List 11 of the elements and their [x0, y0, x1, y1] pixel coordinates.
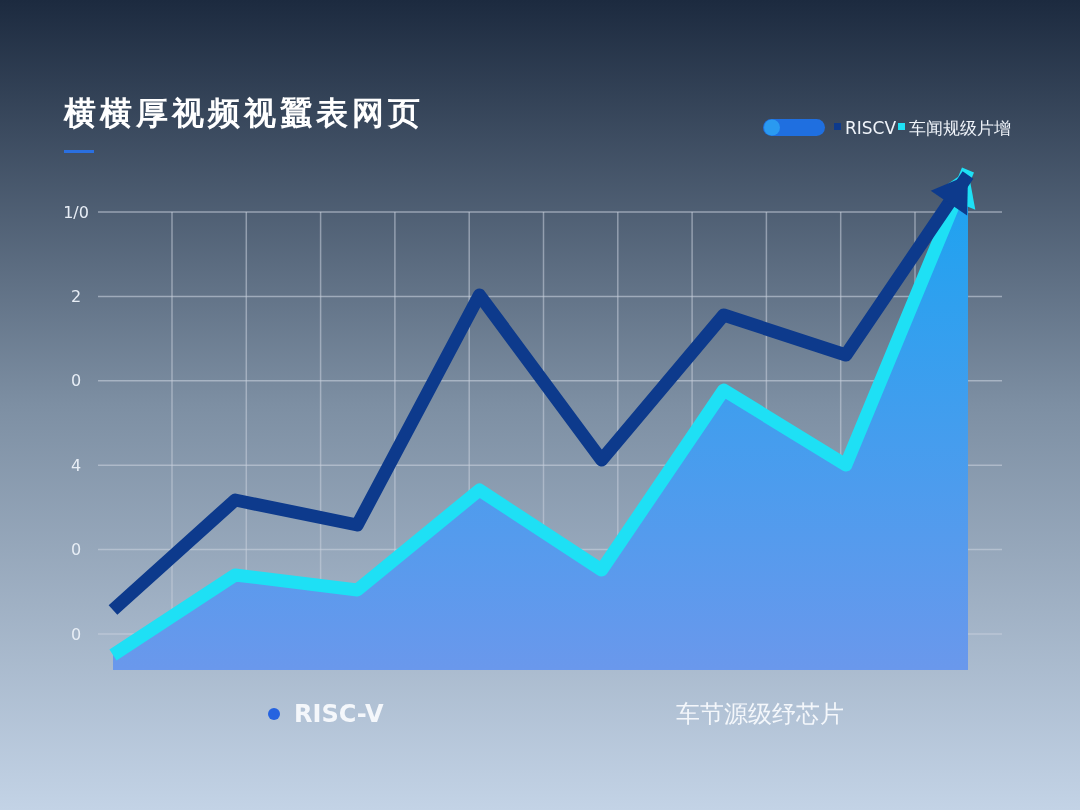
chart-title: 横横厚视频视蠶表网页	[63, 94, 424, 132]
text: 4	[70, 455, 82, 475]
text: RISC-V	[294, 700, 385, 728]
text: 2	[70, 287, 82, 306]
text: 0	[70, 540, 82, 560]
text: 1/0	[63, 202, 89, 222]
text: 0	[70, 371, 82, 391]
text: 车节源级纾芯片	[676, 700, 844, 728]
text: 0	[70, 624, 82, 644]
legend-label: RISCV	[845, 118, 897, 138]
legend-label: 车闻规级片增	[909, 118, 1011, 138]
